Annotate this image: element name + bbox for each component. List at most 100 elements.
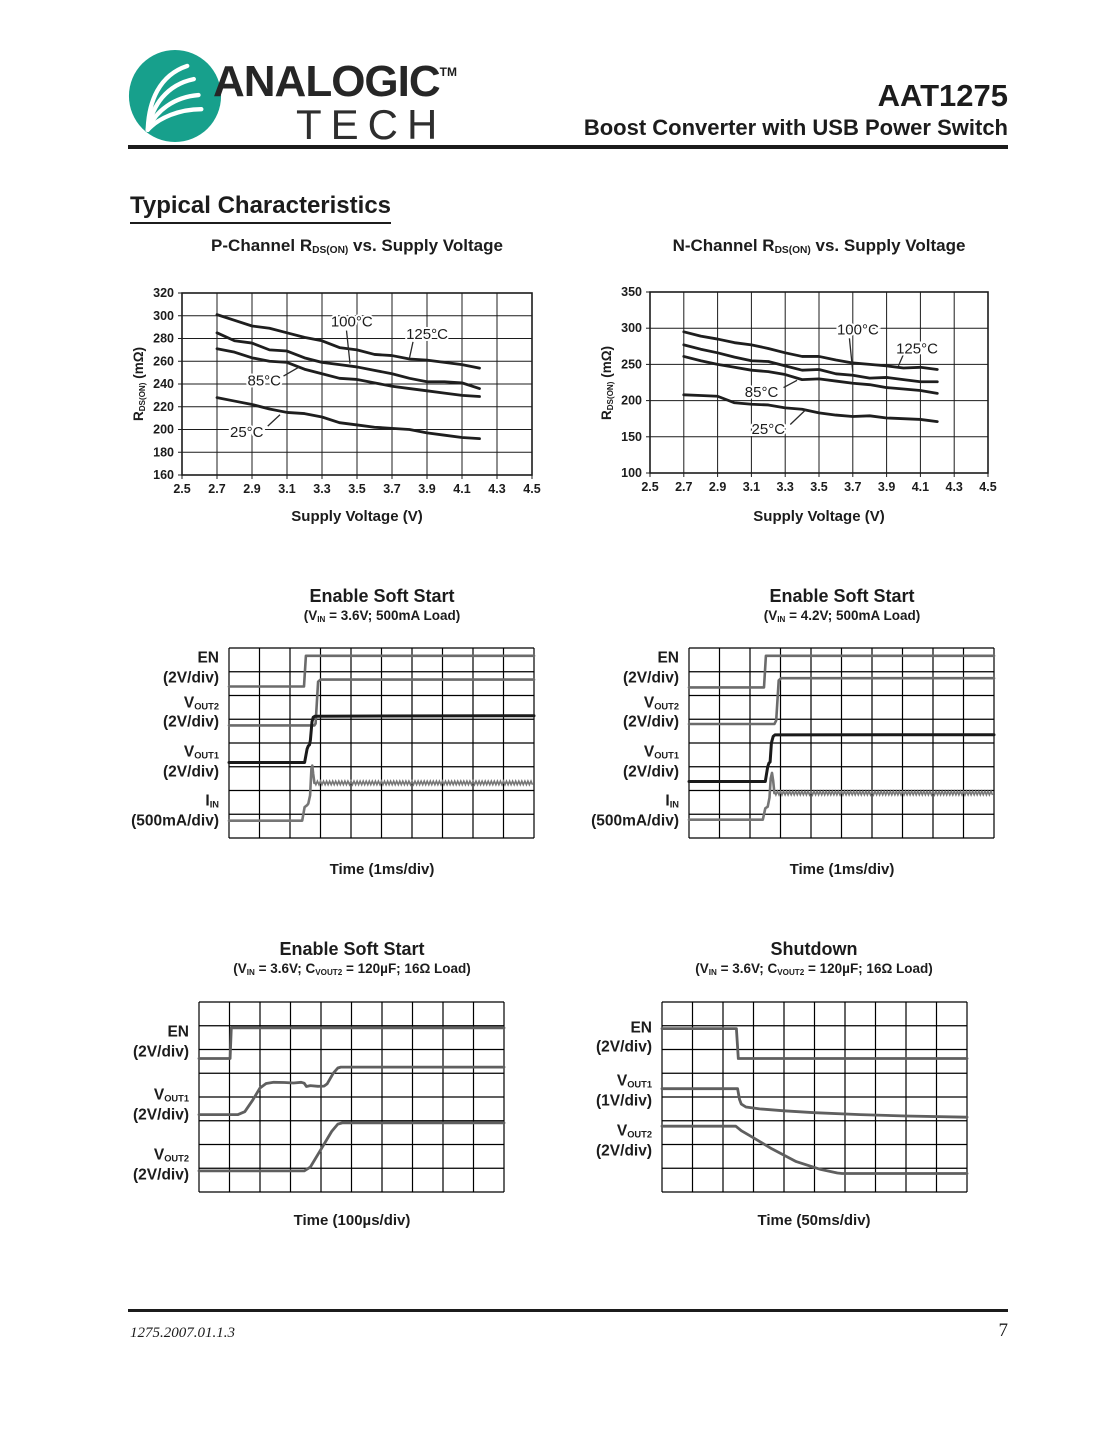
grid	[661, 1001, 968, 1193]
trace-en	[197, 1026, 506, 1060]
svg-text:4.1: 4.1	[453, 482, 470, 496]
trace-iin	[227, 764, 316, 822]
channel-label-vout1: VOUT1 (1V/div)	[596, 1072, 652, 1110]
annotation-125°C: 125°C	[406, 326, 448, 343]
svg-text:3.9: 3.9	[418, 482, 435, 496]
svg-text:160: 160	[153, 468, 174, 482]
header-rule	[128, 145, 1008, 149]
brand-tech: TECH	[296, 101, 447, 148]
ssc-grid	[197, 1001, 506, 1193]
svg-text:3.7: 3.7	[844, 480, 861, 494]
channel-label-en: EN (2V/div)	[596, 1019, 652, 1056]
trace-en	[687, 654, 996, 689]
channel-label-vout2: VOUT2 (2V/div)	[163, 694, 219, 731]
annotation-85°C: 85°C	[745, 384, 779, 401]
softstart-cap-time-label: Time (100µs/div)	[293, 1212, 411, 1229]
pch-plot: 2.5 2.7 2.9 3.1 3.3 3.5 3.7 3.9 4.1 4.3 4.5 160 180 2…	[153, 286, 541, 496]
svg-text:4.3: 4.3	[946, 480, 963, 494]
annotation-100°C: 100°C	[837, 322, 879, 339]
svg-text:300: 300	[621, 321, 642, 335]
chart-title-shutdown: Shutdown (VIN = 3.6V; CVOUT2 = 120µF; 16…	[695, 939, 933, 977]
svg-text:2.7: 2.7	[208, 482, 225, 496]
trace-iin	[687, 771, 776, 821]
brand-wordmark: ANALOGICTM	[213, 60, 457, 104]
trademark-symbol: TM	[439, 65, 457, 79]
chart-title-softstart-42: Enable Soft Start (VIN = 4.2V; 500mA Loa…	[763, 586, 921, 624]
svg-text:180: 180	[153, 445, 174, 459]
trace-25°C	[215, 396, 481, 441]
grid	[228, 647, 535, 839]
trace-vout1	[197, 1065, 506, 1116]
annotation-leader	[345, 330, 351, 364]
softstart-cap-scope	[197, 1001, 506, 1193]
svg-text:3.9: 3.9	[878, 480, 895, 494]
trace-100°C	[215, 331, 481, 390]
trace-vout1	[660, 1087, 969, 1119]
chart-title-nchannel: N-Channel RDS(ON) vs. Supply Voltage	[672, 236, 966, 257]
svg-text:260: 260	[153, 354, 174, 368]
channel-label-vout1: VOUT1 (2V/div)	[163, 743, 219, 781]
trace-vout2	[227, 678, 536, 727]
trace-vout1	[687, 733, 996, 783]
svg-text:3.7: 3.7	[383, 482, 400, 496]
softstart-42-time-label: Time (1ms/div)	[789, 861, 895, 878]
svg-text:220: 220	[153, 400, 174, 414]
shutdown-time-label: Time (50ms/div)	[757, 1212, 871, 1229]
annotation-25°C: 25°C	[752, 421, 786, 438]
softstart-42-scope	[687, 647, 996, 839]
sd-grid	[660, 1001, 969, 1193]
annotation-leader	[408, 341, 414, 358]
annotation-leader	[897, 354, 905, 367]
trace-iin-noise	[313, 779, 534, 787]
trace-vout2	[687, 676, 996, 726]
grid	[198, 1001, 505, 1193]
svg-text:3.3: 3.3	[313, 482, 330, 496]
channel-label-vout1: VOUT1 (2V/div)	[133, 1086, 189, 1124]
svg-text:2.5: 2.5	[641, 480, 658, 494]
tick-labels: 2.5 2.7 2.9 3.1 3.3 3.5 3.7 3.9 4.1 4.3 4.5 160 180 2…	[153, 286, 541, 496]
svg-text:4.3: 4.3	[488, 482, 505, 496]
trace-en	[227, 654, 536, 688]
svg-text:2.5: 2.5	[173, 482, 190, 496]
trace-vout2	[197, 1121, 506, 1173]
svg-text:4.1: 4.1	[912, 480, 929, 494]
nch-plot: 2.5 2.7 2.9 3.1 3.3 3.5 3.7 3.9 4.1 4.3 4.5 100 150 2…	[621, 285, 997, 494]
trace-vout1	[227, 714, 536, 764]
svg-text:3.1: 3.1	[743, 480, 760, 494]
channel-label-en: EN (2V/div)	[163, 649, 219, 687]
doc-subtitle: Boost Converter with USB Power Switch	[583, 115, 1008, 140]
svg-text:2.9: 2.9	[243, 482, 260, 496]
pchannel-x-axis-label: Supply Voltage (V)	[291, 508, 423, 525]
channel-label-vout1: VOUT1 (2V/div)	[623, 743, 679, 781]
channel-label-iin: IIN (500mA/div)	[131, 792, 219, 830]
svg-text:3.5: 3.5	[810, 480, 827, 494]
softstart-36-time-label: Time (1ms/div)	[329, 861, 435, 878]
section-heading: Typical Characteristics	[130, 192, 392, 224]
trace-85°C	[682, 355, 939, 395]
nchannel-y-axis-label: RDS(ON) (mΩ)	[599, 345, 615, 421]
company-logo	[128, 49, 222, 143]
svg-text:4.5: 4.5	[979, 480, 996, 494]
footer-page-number: 7	[998, 1320, 1009, 1341]
trace-en	[660, 1027, 969, 1060]
svg-text:240: 240	[153, 377, 174, 391]
grid	[688, 647, 995, 839]
part-number: AAT1275	[877, 78, 1008, 113]
svg-text:200: 200	[621, 394, 642, 408]
annotation-25°C: 25°C	[230, 424, 264, 441]
nchannel-x-axis-label: Supply Voltage (V)	[753, 508, 885, 525]
trace-85°C	[215, 347, 481, 398]
trace-vout2	[660, 1124, 969, 1175]
svg-text:3.3: 3.3	[777, 480, 794, 494]
svg-text:200: 200	[153, 423, 174, 437]
channel-label-vout2: VOUT2 (2V/div)	[623, 694, 679, 731]
pchannel-rdson-chart: 2.5 2.7 2.9 3.1 3.3 3.5 3.7 3.9 4.1 4.3 4.5 160 180 2…	[153, 286, 541, 496]
trace-25°C	[682, 393, 939, 423]
svg-text:2.7: 2.7	[675, 480, 692, 494]
shutdown-scope	[660, 1001, 969, 1193]
annotation-85°C: 85°C	[247, 373, 281, 390]
trace-iin-noise	[773, 789, 994, 797]
trace-100°C	[682, 343, 939, 384]
ss42-grid	[687, 647, 996, 839]
